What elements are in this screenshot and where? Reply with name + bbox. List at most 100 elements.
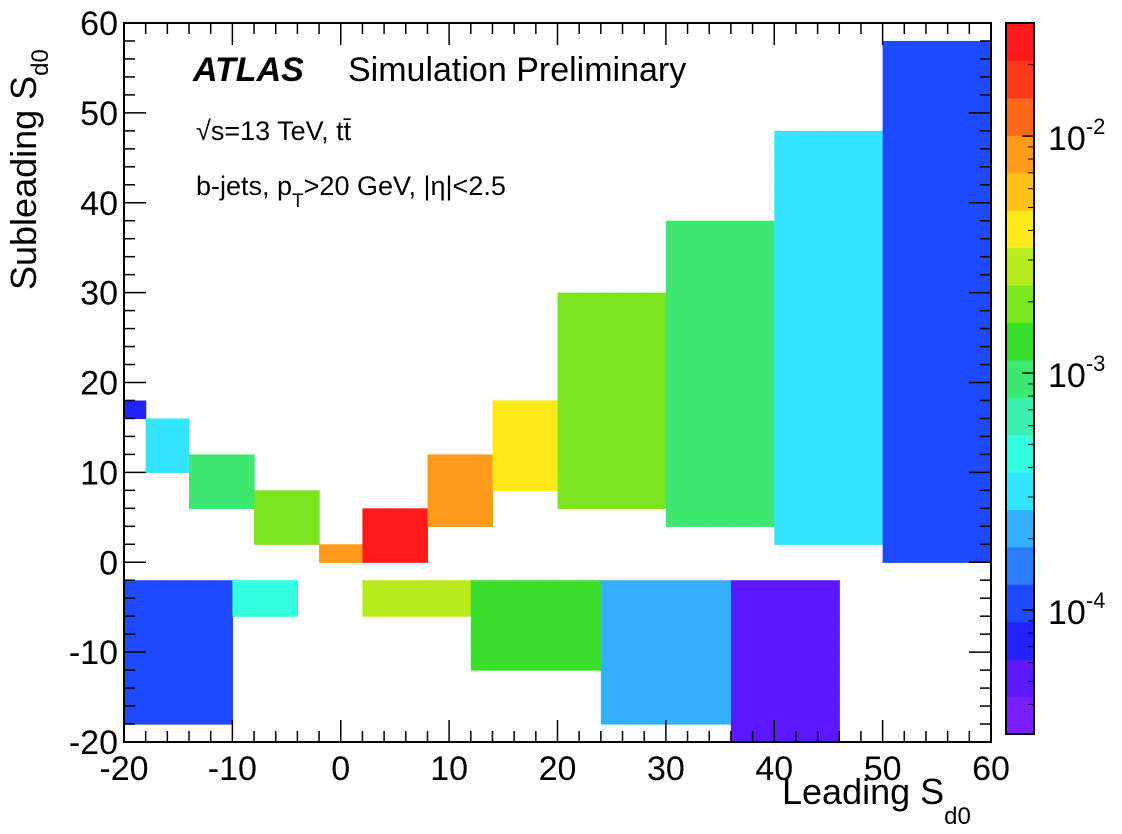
heatmap-bin-418 xyxy=(947,400,970,420)
heatmap-bin-377 xyxy=(904,94,927,114)
heatmap-bin-266 xyxy=(817,310,840,330)
heatmap-bin-528 xyxy=(470,580,494,599)
heatmap-bin-250 xyxy=(795,184,819,204)
heatmap-bin-161 xyxy=(709,436,732,455)
colorbar-segment-1 xyxy=(1006,659,1034,698)
heatmap-bin-218 xyxy=(774,346,797,366)
heatmap-bin-323 xyxy=(882,544,905,563)
heatmap-bin-467 xyxy=(969,40,992,60)
heatmap-bin-572 xyxy=(644,670,667,689)
heatmap-bin-239 xyxy=(795,382,819,402)
heatmap-bin-401 xyxy=(925,184,949,204)
heatmap-bin-8 xyxy=(189,472,212,491)
heatmap-bin-187 xyxy=(730,274,754,294)
heatmap-bin-15 xyxy=(232,454,255,473)
heatmap-bin-596 xyxy=(709,670,732,689)
colorbar-segment-0 xyxy=(1006,696,1034,735)
colorbar-segment-4 xyxy=(1006,546,1034,585)
heatmap-bin-93 xyxy=(600,382,624,402)
heatmap-bin-485 xyxy=(167,688,190,707)
heatmap-bin-205 xyxy=(752,256,775,276)
heatmap-bin-586 xyxy=(687,706,710,725)
heatmap-bin-571 xyxy=(644,688,667,707)
y-tick-label: 40 xyxy=(80,185,118,223)
heatmap-bin-511 xyxy=(254,580,277,599)
heatmap-bin-549 xyxy=(579,652,602,671)
heatmap-bin-128 xyxy=(665,418,689,438)
heatmap-bin-592 xyxy=(687,598,710,617)
heatmap-bin-471 xyxy=(124,652,147,671)
heatmap-bin-551 xyxy=(579,616,602,635)
heatmap-bin-285 xyxy=(839,382,862,402)
heatmap-bin-77 xyxy=(579,454,602,473)
heatmap-bin-429 xyxy=(947,202,970,222)
heatmap-bin-156 xyxy=(687,220,710,240)
heatmap-bin-522 xyxy=(449,598,472,617)
heatmap-bin-34 xyxy=(405,526,429,545)
heatmap-bin-448 xyxy=(969,382,992,402)
heatmap-bin-452 xyxy=(969,310,992,330)
heatmap-bin-600 xyxy=(709,598,732,617)
heatmap-bin-339 xyxy=(882,256,905,276)
heatmap-bin-415 xyxy=(947,454,970,473)
heatmap-bin-278 xyxy=(839,508,862,527)
heatmap-bin-504 xyxy=(210,634,233,653)
heatmap-bin-430 xyxy=(947,184,970,204)
heatmap-bin-610 xyxy=(730,580,754,599)
heatmap-bin-553 xyxy=(579,580,602,599)
heatmap-bin-349 xyxy=(882,76,905,96)
heatmap-bin-193 xyxy=(752,472,775,491)
heatmap-bin-243 xyxy=(795,310,819,330)
heatmap-bin-582 xyxy=(665,634,689,653)
heatmap-bin-313 xyxy=(860,292,884,312)
heatmap-bin-417 xyxy=(947,418,970,438)
heatmap-bin-201 xyxy=(752,328,775,348)
heatmap-bin-17 xyxy=(254,508,277,527)
heatmap-bin-613 xyxy=(752,688,775,707)
heatmap-bin-324 xyxy=(882,526,905,545)
heatmap-bin-165 xyxy=(709,364,732,384)
heatmap-bin-507 xyxy=(210,580,233,599)
heatmap-bin-262 xyxy=(817,382,840,402)
y-tick-label: 30 xyxy=(80,275,118,313)
heatmap-bin-225 xyxy=(774,220,797,240)
heatmap-bin-155 xyxy=(687,238,710,258)
heatmap-bin-217 xyxy=(774,364,797,384)
heatmap-bin-521 xyxy=(427,580,450,599)
heatmap-bin-487 xyxy=(167,652,190,671)
heatmap-bin-539 xyxy=(535,652,559,671)
heatmap-bin-290 xyxy=(839,292,862,312)
heatmap-bin-326 xyxy=(882,490,905,509)
heatmap-bin-118 xyxy=(644,364,667,384)
heatmap-bin-103 xyxy=(622,418,645,438)
colorbar-segment-13 xyxy=(1006,210,1034,249)
heatmap-bin-442 xyxy=(969,490,992,509)
heatmap-bin-164 xyxy=(709,382,732,402)
heatmap-bin-228 xyxy=(774,166,797,186)
y-tick-label: -20 xyxy=(69,724,118,762)
heatmap-bin-22 xyxy=(297,526,320,545)
heatmap-bin-364 xyxy=(904,328,927,348)
heatmap-bin-135 xyxy=(665,292,689,312)
heatmap-bin-537 xyxy=(514,598,537,617)
heatmap-bin-94 xyxy=(600,364,624,384)
colorbar-segment-18 xyxy=(1006,23,1034,62)
heatmap-bin-478 xyxy=(145,670,168,689)
heatmap-bin-548 xyxy=(557,580,580,599)
heatmap-bin-213 xyxy=(774,436,797,455)
x-tick-label: 10 xyxy=(430,750,468,788)
heatmap-bin-519 xyxy=(405,580,429,599)
heatmap-bin-595 xyxy=(709,688,732,707)
heatmap-bin-171 xyxy=(709,256,732,276)
heatmap-bin-384 xyxy=(925,490,949,509)
x-tick-label: 60 xyxy=(972,750,1010,788)
x-tick-labels: -20 -10 0 10 20 30 40 50 60 xyxy=(99,750,1009,788)
heatmap-bin-494 xyxy=(189,670,212,689)
heatmap-bin-556 xyxy=(600,670,624,689)
heatmap-bin-540 xyxy=(535,634,559,653)
heatmap-bin-512 xyxy=(275,598,298,617)
heatmap-bin-52 xyxy=(492,400,515,420)
heatmap-bin-267 xyxy=(817,292,840,312)
heatmap-bin-177 xyxy=(730,454,754,473)
heatmap-bin-309 xyxy=(860,364,884,384)
